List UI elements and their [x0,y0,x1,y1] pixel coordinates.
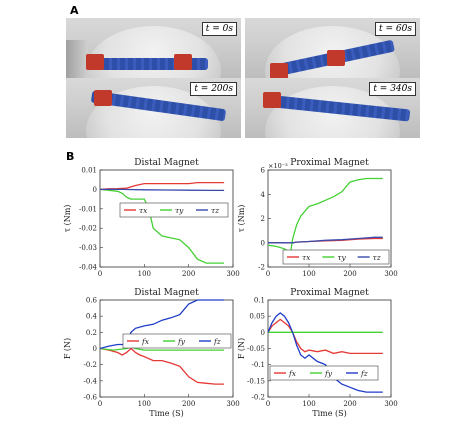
y-axis-label: F (N) [63,338,72,359]
x-tick-label: 300 [384,270,397,278]
y-tick-label: -0.01 [79,205,97,213]
y-axis-label: τ (Nm) [237,205,246,233]
legend-box [269,365,379,381]
y-tick-label: -0.05 [247,345,265,353]
legend-label: τz [373,253,381,262]
chart-title: Distal Magnet [134,158,199,168]
photo-t200: t = 200s [66,78,241,138]
series-line-0 [267,318,383,355]
x-axis-label: Time (S) [149,409,183,418]
panel-a-letter: A [70,4,79,17]
proximal-magnet [327,50,345,66]
x-tick-label: 300 [226,270,239,278]
time-label: t = 200s [190,82,237,96]
photo-t0: t = 0s [66,18,241,78]
y-tick-label: 0.05 [249,313,265,321]
legend-label: fy [177,337,186,346]
proximal-magnet [174,54,192,70]
legend-label: fx [288,369,297,378]
plot-frame [99,299,234,398]
y-axis-label: τ (Nm) [63,205,72,233]
y-tick-label: -0.6 [84,394,98,402]
x-tick-label: 300 [384,400,397,408]
legend-label: fy [324,369,333,378]
distal-magnet [270,63,288,78]
legend-label: τx [139,206,148,215]
series-line-2 [99,299,225,350]
x-tick-label: 0 [98,270,102,278]
series-line-0 [99,347,225,385]
x-axis-label: Time (S) [312,409,346,418]
series-line-0 [99,181,225,191]
chart-title: Proximal Magnet [290,158,369,168]
x-tick-label: 200 [343,400,356,408]
y-tick-label: -0.02 [79,225,97,233]
distal-magnet [263,92,281,108]
y-tick-label: -0.03 [79,244,97,252]
y-tick-label: 0.4 [86,313,98,321]
x-tick-label: 0 [98,400,102,408]
y-tick-label: 0.6 [86,297,98,305]
x-tick-label: 100 [302,270,315,278]
chart-title: Distal Magnet [134,288,199,298]
x-tick-label: 200 [182,270,195,278]
y-tick-label: 0.2 [86,329,97,337]
x-tick-label: 100 [138,270,151,278]
x-tick-label: 200 [182,400,195,408]
legend-label: τy [175,206,184,215]
time-label: t = 0s [201,22,237,36]
time-label: t = 60s [375,22,416,36]
photo-t340: t = 340s [245,78,420,138]
time-label: t = 340s [369,82,416,96]
plot-frame [267,299,392,398]
series-line-2 [268,236,383,244]
y-tick-label: -0.15 [247,377,265,385]
legend-label: fx [141,337,150,346]
y-tick-label: 0 [261,329,265,337]
base [66,40,88,78]
y-axis-label: F (N) [237,338,246,359]
x-tick-label: 0 [266,400,270,408]
x-tick-label: 100 [138,400,151,408]
y-tick-label: -0.1 [252,361,266,369]
y-tick-label: 4 [261,191,266,199]
series-line-2 [100,188,225,192]
y-tick-label: -0.4 [84,377,98,385]
legend-label: fz [213,337,221,346]
panel-b-letter: B [66,150,75,163]
legend-box [122,333,232,349]
chart-title: Proximal Magnet [290,288,369,298]
y-tick-label: 0 [261,239,265,247]
series-line-1 [99,346,225,351]
y-tick-label: -2 [258,264,265,272]
legend-label: τz [211,206,219,215]
y-tick-label: 6 [261,167,266,175]
y-tick-label: -0.2 [252,394,266,402]
y-tick-label: -0.04 [79,264,97,272]
x-tick-label: 0 [266,270,270,278]
y-exponent-label: ×10⁻³ [268,162,288,170]
y-tick-label: 2 [261,215,265,223]
series-line-1 [99,188,225,264]
y-tick-label: 0 [93,186,97,194]
series-line-2 [267,312,383,393]
y-tick-label: 0 [93,345,97,353]
legend-label: τx [302,253,311,262]
distal-magnet [94,90,112,106]
x-tick-label: 200 [343,270,356,278]
distal-magnet [86,54,104,70]
y-tick-label: -0.2 [84,361,98,369]
legend-label: τy [337,253,346,262]
legend-label: fz [360,369,368,378]
plot-frame [99,169,234,268]
y-tick-label: 0.01 [81,167,97,175]
photo-t60: t = 60s [245,18,420,78]
y-tick-label: 0.1 [254,297,265,305]
legend-box [119,202,229,218]
x-tick-label: 100 [302,400,315,408]
legend-box [282,249,390,265]
x-tick-label: 300 [226,400,239,408]
